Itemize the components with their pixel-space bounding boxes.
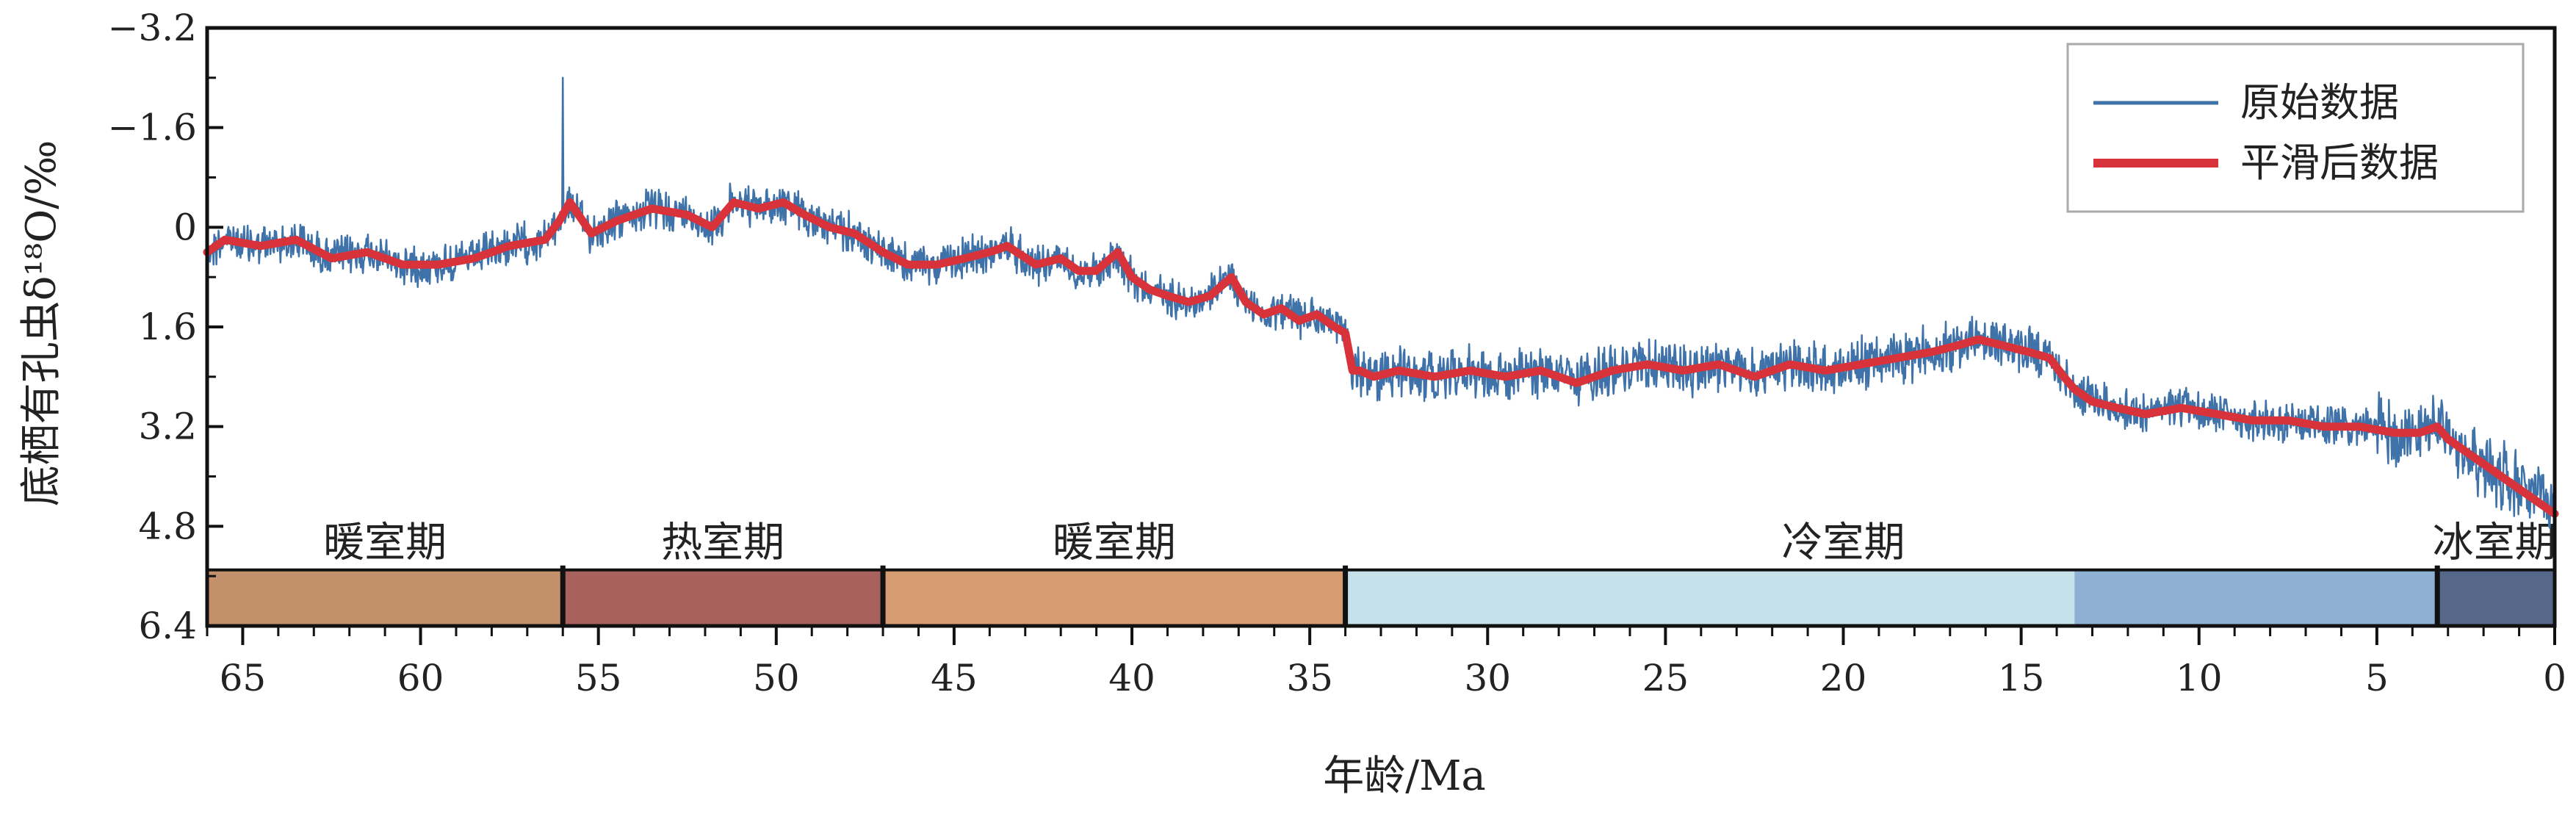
legend-box bbox=[2066, 43, 2525, 213]
y-tick-label-0: −3.2 bbox=[108, 7, 197, 49]
period-bands: 暖室期 热室期 暖室期 冷室期 冰室期 bbox=[207, 519, 2556, 626]
band-label-1: 热室期 bbox=[661, 519, 784, 567]
band-2 bbox=[883, 569, 1346, 626]
y-tick-label-2: 0 bbox=[173, 206, 197, 248]
x-tick-label-0: 65 bbox=[220, 657, 267, 699]
x-tick-label-4: 45 bbox=[931, 657, 978, 699]
y-tick-label-6: 6.4 bbox=[138, 605, 197, 647]
x-tick-label-5: 40 bbox=[1108, 657, 1155, 699]
y-axis-title: 底栖有孔虫δ¹⁸O/‰ bbox=[18, 140, 65, 507]
y-tick-label-4: 3.2 bbox=[138, 406, 197, 448]
x-tick-label-10: 15 bbox=[1998, 657, 2045, 699]
band-3 bbox=[1345, 569, 2075, 626]
legend: 原始数据 平滑后数据 bbox=[2066, 43, 2525, 213]
x-tick-label-6: 35 bbox=[1286, 657, 1333, 699]
y-tick-label-1: −1.6 bbox=[108, 107, 197, 149]
x-axis-title: 年龄/Ma bbox=[1323, 752, 1486, 800]
smoothed-data-series bbox=[203, 198, 2559, 518]
x-tick-label-1: 60 bbox=[397, 657, 444, 699]
smoothed-series-line bbox=[203, 198, 2559, 518]
x-tick-label-11: 10 bbox=[2176, 657, 2223, 699]
x-tick-label-12: 5 bbox=[2365, 657, 2389, 699]
x-tick-label-2: 55 bbox=[575, 657, 622, 699]
y-tick-label-3: 1.6 bbox=[138, 306, 197, 348]
legend-raw-label: 原始数据 bbox=[2240, 79, 2399, 126]
x-tick-label-9: 20 bbox=[1820, 657, 1867, 699]
band-label-4: 冰室期 bbox=[2433, 519, 2556, 567]
band-5 bbox=[2437, 569, 2555, 626]
band-label-0: 暖室期 bbox=[323, 519, 447, 567]
x-tick-label-7: 30 bbox=[1464, 657, 1511, 699]
y-tick-label-5: 4.8 bbox=[138, 505, 197, 547]
band-label-2: 暖室期 bbox=[1053, 519, 1176, 567]
axes: −3.2−1.601.63.24.86.465 60 55 50 45 40 35 30 25 2… bbox=[108, 7, 2566, 699]
band-label-3: 冷室期 bbox=[1782, 519, 1905, 567]
x-tick-label-13: 0 bbox=[2543, 657, 2566, 699]
x-tick-label-3: 50 bbox=[753, 657, 800, 699]
band-4 bbox=[2074, 569, 2438, 626]
band-1 bbox=[563, 569, 884, 626]
band-0 bbox=[207, 569, 563, 626]
x-tick-label-8: 25 bbox=[1642, 657, 1689, 699]
legend-smooth-label: 平滑后数据 bbox=[2240, 140, 2439, 186]
